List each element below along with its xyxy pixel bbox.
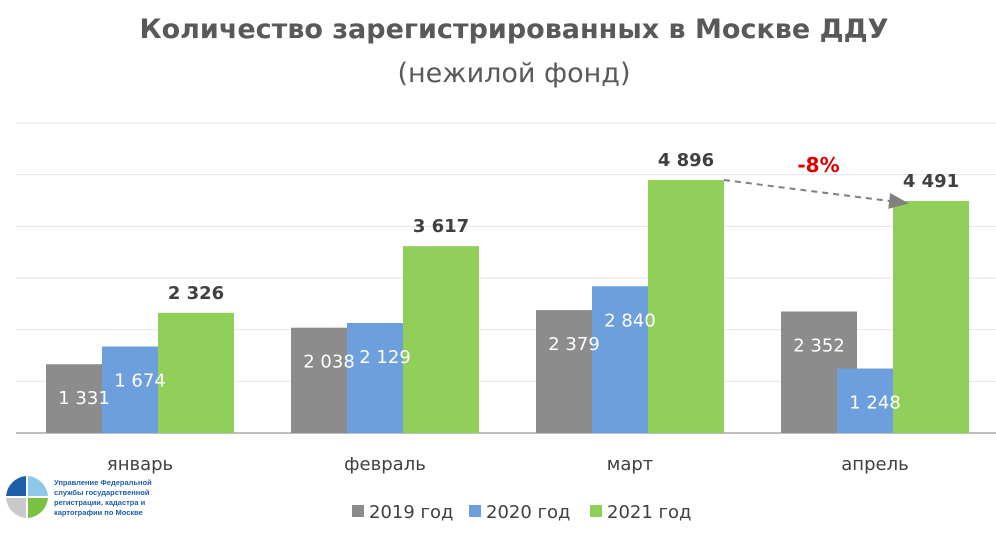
change-annotation: -8% [797, 153, 839, 177]
data-label: 2 129 [359, 347, 411, 368]
bar-2021-год-апрель [893, 200, 969, 433]
x-tick-label: февраль [344, 454, 426, 475]
chart-title: Количество зарегистрированных в Москве Д… [139, 14, 889, 45]
bar-2021-год-март [648, 180, 724, 433]
x-tick-label: апрель [841, 454, 908, 475]
legend-label: 2020 год [486, 502, 570, 523]
x-tick-label: январь [107, 454, 173, 475]
chart-subtitle: (нежилой фонд) [397, 58, 631, 89]
data-label: 2 352 [793, 335, 845, 356]
legend-swatch [469, 505, 481, 517]
legend-label: 2021 год [607, 502, 691, 523]
x-tick-label: март [607, 454, 654, 475]
data-label: 4 896 [658, 150, 714, 171]
rosreestr-emblem-icon [6, 476, 48, 518]
rosreestr-logo: Управление Федеральной службы государств… [4, 470, 174, 536]
data-label: 2 038 [303, 352, 355, 373]
bar-2021-год-январь [158, 312, 234, 433]
data-label: 2 379 [548, 334, 600, 355]
data-label: 2 840 [604, 310, 656, 331]
data-label: 2 326 [168, 283, 224, 304]
legend-swatch [590, 505, 602, 517]
legend-label: 2019 год [369, 502, 453, 523]
change-arrow [723, 179, 909, 209]
legend-swatch [352, 505, 364, 517]
data-label: 1 331 [58, 388, 110, 409]
logo-caption: Управление Федеральной службы государств… [54, 478, 152, 517]
data-label: 4 491 [903, 171, 959, 192]
bar-2021-год-февраль [403, 246, 479, 433]
data-label: 3 617 [413, 216, 469, 237]
data-label: 1 248 [849, 393, 901, 414]
data-label: 1 674 [114, 371, 166, 392]
